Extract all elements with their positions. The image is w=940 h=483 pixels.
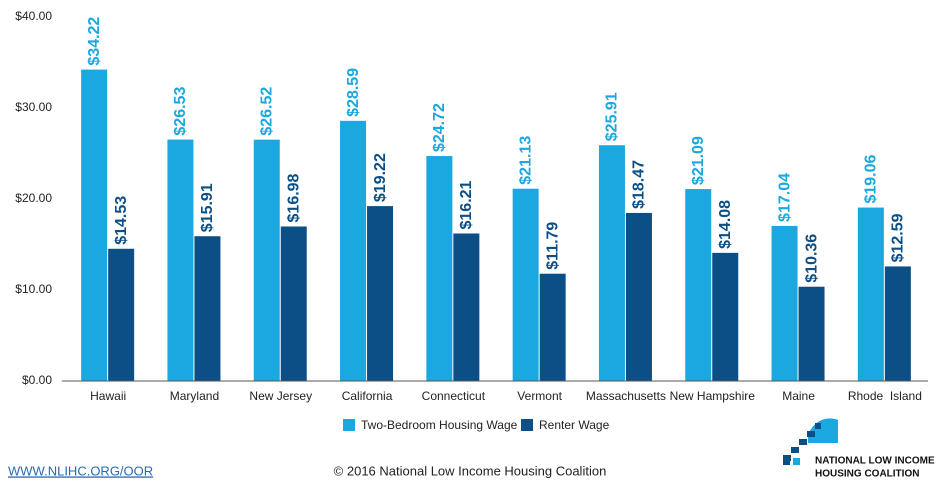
- footer-url[interactable]: WWW.NLIHC.ORG/OOR: [8, 463, 153, 478]
- logo-block: [783, 458, 790, 465]
- legend-swatch: [343, 419, 355, 431]
- bar: [771, 225, 798, 381]
- logo-text: HOUSING COALITION: [815, 469, 919, 480]
- bar: [453, 233, 480, 381]
- x-tick-label: Maine: [782, 389, 815, 403]
- footer-copyright: © 2016 National Low Income Housing Coali…: [334, 463, 607, 478]
- x-tick-label: Rhode Island: [848, 389, 922, 403]
- y-tick-label: $0.00: [22, 373, 52, 387]
- bar: [539, 273, 566, 381]
- logo-sun: [807, 418, 838, 443]
- x-tick-label: Vermont: [517, 389, 562, 403]
- value-label: $18.47: [631, 160, 648, 209]
- bar: [884, 266, 911, 381]
- y-tick-label: $20.00: [15, 191, 52, 205]
- value-label: $10.36: [803, 234, 820, 283]
- value-label: $21.09: [690, 136, 707, 185]
- x-tick-label: Maryland: [170, 389, 219, 403]
- value-label: $34.22: [86, 17, 103, 66]
- bar: [857, 207, 884, 381]
- bar: [798, 286, 825, 381]
- bar: [108, 248, 135, 381]
- logo-text: NATIONAL LOW INCOME: [815, 456, 935, 467]
- value-label: $14.08: [717, 200, 734, 249]
- value-label: $19.22: [372, 153, 389, 202]
- bar: [598, 145, 625, 381]
- value-label: $12.59: [890, 213, 907, 262]
- logo-block: [793, 458, 800, 465]
- value-label: $19.06: [863, 155, 880, 204]
- y-tick-label: $30.00: [15, 100, 52, 114]
- legend-label: Renter Wage: [539, 418, 610, 432]
- value-label: $15.91: [199, 183, 216, 232]
- value-label: $14.53: [113, 196, 130, 245]
- bar: [194, 236, 221, 381]
- value-label: $25.91: [604, 92, 621, 141]
- value-label: $26.52: [258, 87, 275, 136]
- x-tick-label: New Hampshire: [670, 389, 756, 403]
- value-label: $11.79: [544, 222, 561, 270]
- bar: [253, 139, 280, 381]
- x-tick-label: Hawaii: [90, 389, 126, 403]
- bar: [81, 69, 108, 382]
- value-label: $24.72: [431, 103, 448, 152]
- value-label: $26.53: [172, 87, 189, 136]
- x-tick-label: Massachusetts: [586, 389, 666, 403]
- value-label: $17.04: [776, 173, 793, 222]
- x-tick-label: California: [342, 389, 393, 403]
- y-tick-label: $40.00: [15, 9, 52, 23]
- bar: [367, 206, 394, 381]
- bar: [625, 212, 652, 381]
- logo: NATIONAL LOW INCOME HOUSING COALITION: [783, 418, 935, 480]
- bar: [712, 252, 739, 381]
- bar: [685, 189, 712, 381]
- x-tick-label: Connecticut: [422, 389, 486, 403]
- legend-label: Two-Bedroom Housing Wage: [361, 418, 518, 432]
- bar: [167, 139, 194, 381]
- value-label: $21.13: [517, 136, 534, 185]
- value-label: $28.59: [345, 68, 362, 117]
- bar: [512, 188, 539, 381]
- bar: [340, 120, 367, 382]
- legend-swatch: [521, 419, 533, 431]
- bar: [280, 226, 307, 381]
- value-label: $16.21: [458, 180, 475, 229]
- logo-stairs: [783, 423, 821, 461]
- value-label: $16.98: [285, 173, 302, 222]
- y-tick-label: $10.00: [15, 282, 52, 296]
- x-tick-label: New Jersey: [249, 389, 312, 403]
- bar: [426, 156, 453, 381]
